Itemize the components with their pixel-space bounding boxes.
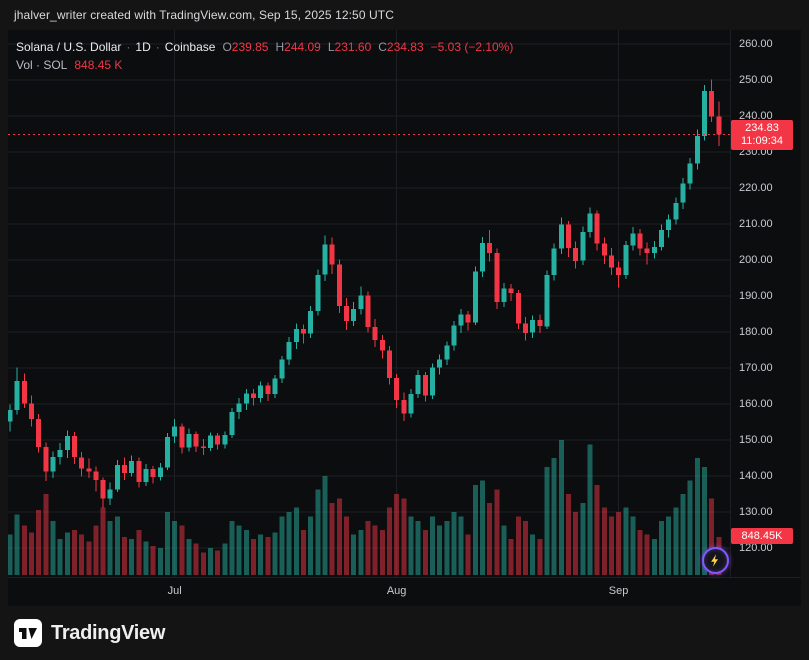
attribution-bar: jhalver_writer created with TradingView.… <box>0 0 809 30</box>
price-tick-label: 130.00 <box>739 506 773 518</box>
volume-badge: 848.45K <box>731 527 793 544</box>
time-tick-label: Aug <box>386 585 407 597</box>
volume-badge-value: 848.45K <box>741 529 783 542</box>
chart-legend: Solana / U.S. Dollar · 1D · Coinbase O 23… <box>16 38 513 74</box>
exchange-label: Coinbase <box>164 40 216 54</box>
chart-container: Solana / U.S. Dollar · 1D · Coinbase O 23… <box>8 30 801 606</box>
open-value: 239.85 <box>231 40 269 54</box>
tradingview-logo-icon[interactable] <box>14 619 42 647</box>
price-axis[interactable]: 260.00 250.00 240.00 230.00 220.00 210.00 200.… <box>730 30 801 577</box>
close-value: 234.83 <box>386 40 424 54</box>
legend-volume-row[interactable]: Vol · SOL 848.45 K <box>16 56 513 74</box>
price-tick-label: 140.00 <box>739 470 773 482</box>
grid-lines <box>8 30 730 577</box>
change-value: −5.03 (−2.10%) <box>430 40 514 54</box>
bar-countdown: 11:09:34 <box>740 134 783 147</box>
lightning-icon <box>711 554 718 567</box>
last-price-value: 234.83 <box>745 121 779 134</box>
price-tick-label: 220.00 <box>739 182 773 194</box>
high-value: 244.09 <box>284 40 321 54</box>
high-label: H <box>275 40 285 54</box>
symbol-title: Solana / U.S. Dollar <box>16 40 122 54</box>
price-tick-label: 260.00 <box>739 38 773 50</box>
footer-brand-bar: TradingView <box>0 606 809 660</box>
legend-symbol-row[interactable]: Solana / U.S. Dollar · 1D · Coinbase O 23… <box>16 38 513 56</box>
price-tick-label: 190.00 <box>739 290 773 302</box>
time-tick-label: Sep <box>608 585 629 597</box>
volume-bars <box>8 440 722 576</box>
price-tick-label: 160.00 <box>739 398 773 410</box>
price-tick-label: 250.00 <box>739 74 773 86</box>
last-price-badge: 234.83 11:09:34 <box>731 119 793 150</box>
low-label: L <box>327 40 335 54</box>
price-tick-label: 210.00 <box>739 218 773 230</box>
tradingview-wordmark[interactable]: TradingView <box>51 621 166 644</box>
volume-value: 848.45 K <box>74 58 123 72</box>
price-tick-label: 120.00 <box>739 542 773 554</box>
interval-label: 1D <box>135 40 151 54</box>
candles <box>8 79 722 508</box>
attribution-text: jhalver_writer created with TradingView.… <box>14 8 395 22</box>
price-tick-label: 150.00 <box>739 434 773 446</box>
close-label: C <box>378 40 387 54</box>
time-axis[interactable]: Jul Aug Sep <box>8 577 801 606</box>
price-tick-label: 240.00 <box>739 110 773 122</box>
legend-separator: · <box>155 40 160 54</box>
open-label: O <box>222 40 232 54</box>
low-value: 231.60 <box>334 40 372 54</box>
price-tick-label: 180.00 <box>739 326 773 338</box>
legend-separator: · <box>126 40 131 54</box>
candlestick-chart[interactable] <box>8 30 730 577</box>
price-tick-label: 200.00 <box>739 254 773 266</box>
volume-label: Vol · SOL <box>16 58 68 72</box>
flash-button[interactable] <box>702 547 729 574</box>
price-tick-label: 170.00 <box>739 362 773 374</box>
time-tick-label: Jul <box>167 585 182 597</box>
